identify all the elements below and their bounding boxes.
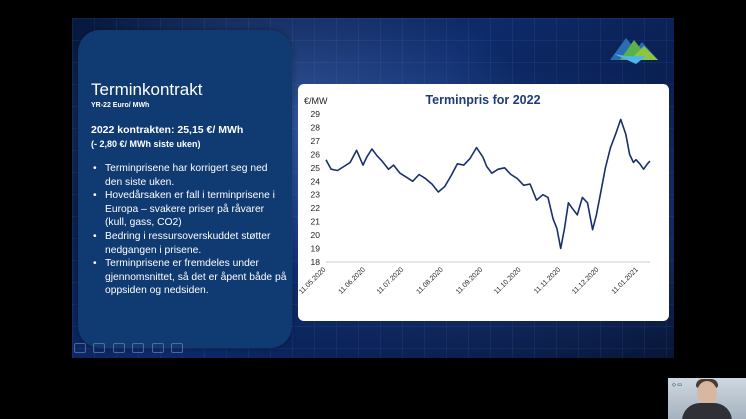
y-tick-label: 27 [311, 136, 321, 146]
y-axis-label: €/MW [304, 96, 328, 106]
info-panel: Terminkontrakt YR-22 Euro/ MWh 2022 kont… [78, 30, 292, 348]
bullet-item: Terminprisene har korrigert seg ned den … [91, 162, 287, 189]
more-options-icon[interactable] [171, 343, 184, 353]
y-tick-label: 29 [311, 109, 321, 119]
panel-subtitle: YR-22 Euro/ MWh [91, 102, 150, 109]
y-tick-label: 20 [311, 230, 321, 240]
y-tick-label: 23 [311, 190, 321, 200]
bullet-list: Terminprisene har korrigert seg ned den … [91, 162, 287, 298]
x-tick-label: 11.06.2020 [338, 266, 367, 295]
next-slide-icon[interactable] [93, 343, 106, 353]
pen-icon[interactable] [112, 343, 125, 353]
y-tick-label: 24 [311, 176, 321, 186]
webcam-logo-icon: ◇ ▭ [672, 382, 682, 388]
prev-slide-icon[interactable] [74, 343, 86, 353]
x-tick-label: 11.01.2021 [611, 266, 640, 295]
x-tick-label: 11.05.2020 [298, 266, 327, 295]
weekly-change-text: (- 2,80 €/ MWh siste uken) [91, 139, 201, 149]
chart-card: Terminpris for 2022 €/MW 18 19 20 21 22 23 24 25 2… [298, 84, 669, 321]
webcam-thumbnail: ◇ ▭ [668, 378, 746, 419]
x-tick-label: 11.08.2020 [415, 266, 444, 295]
y-tick-label: 19 [311, 244, 321, 254]
y-tick-label: 21 [311, 217, 321, 227]
price-line-chart: Terminpris for 2022 €/MW 18 19 20 21 22 23 24 25 2… [298, 93, 651, 296]
bullet-item: Bedring i ressursoverskuddet støtter ned… [91, 230, 287, 257]
y-tick-label: 18 [311, 257, 321, 267]
bullet-item: Terminprisene er fremdeles under gjennom… [91, 257, 287, 298]
panel-title: Terminkontrakt [91, 80, 203, 99]
presenter-head [697, 381, 717, 405]
zoom-icon[interactable] [151, 343, 164, 353]
presentation-slide: Terminkontrakt YR-22 Euro/ MWh 2022 kont… [72, 18, 674, 358]
x-tick-label: 11.10.2020 [493, 266, 522, 295]
contract-price-headline: 2022 kontrakten: 25,15 €/ MWh [91, 124, 244, 136]
y-tick-label: 25 [311, 163, 321, 173]
x-tick-label: 11.09.2020 [455, 266, 484, 295]
y-tick-label: 28 [311, 122, 321, 132]
x-tick-label: 11.12.2020 [571, 266, 600, 295]
price-series-line [325, 118, 651, 250]
bullet-item: Hovedårsaken er fall i terminprisene i E… [91, 189, 287, 230]
x-tick-label: 11.11.2020 [533, 266, 562, 295]
slides-overview-icon[interactable] [132, 343, 145, 353]
y-tick-label: 26 [311, 149, 321, 159]
chart-title: Terminpris for 2022 [425, 93, 540, 107]
y-tick-label: 22 [311, 203, 321, 213]
presenter-body [682, 403, 732, 419]
x-tick-label: 11.07.2020 [376, 266, 405, 295]
company-logo-icon [610, 38, 658, 64]
slide-toolbar [74, 340, 214, 354]
